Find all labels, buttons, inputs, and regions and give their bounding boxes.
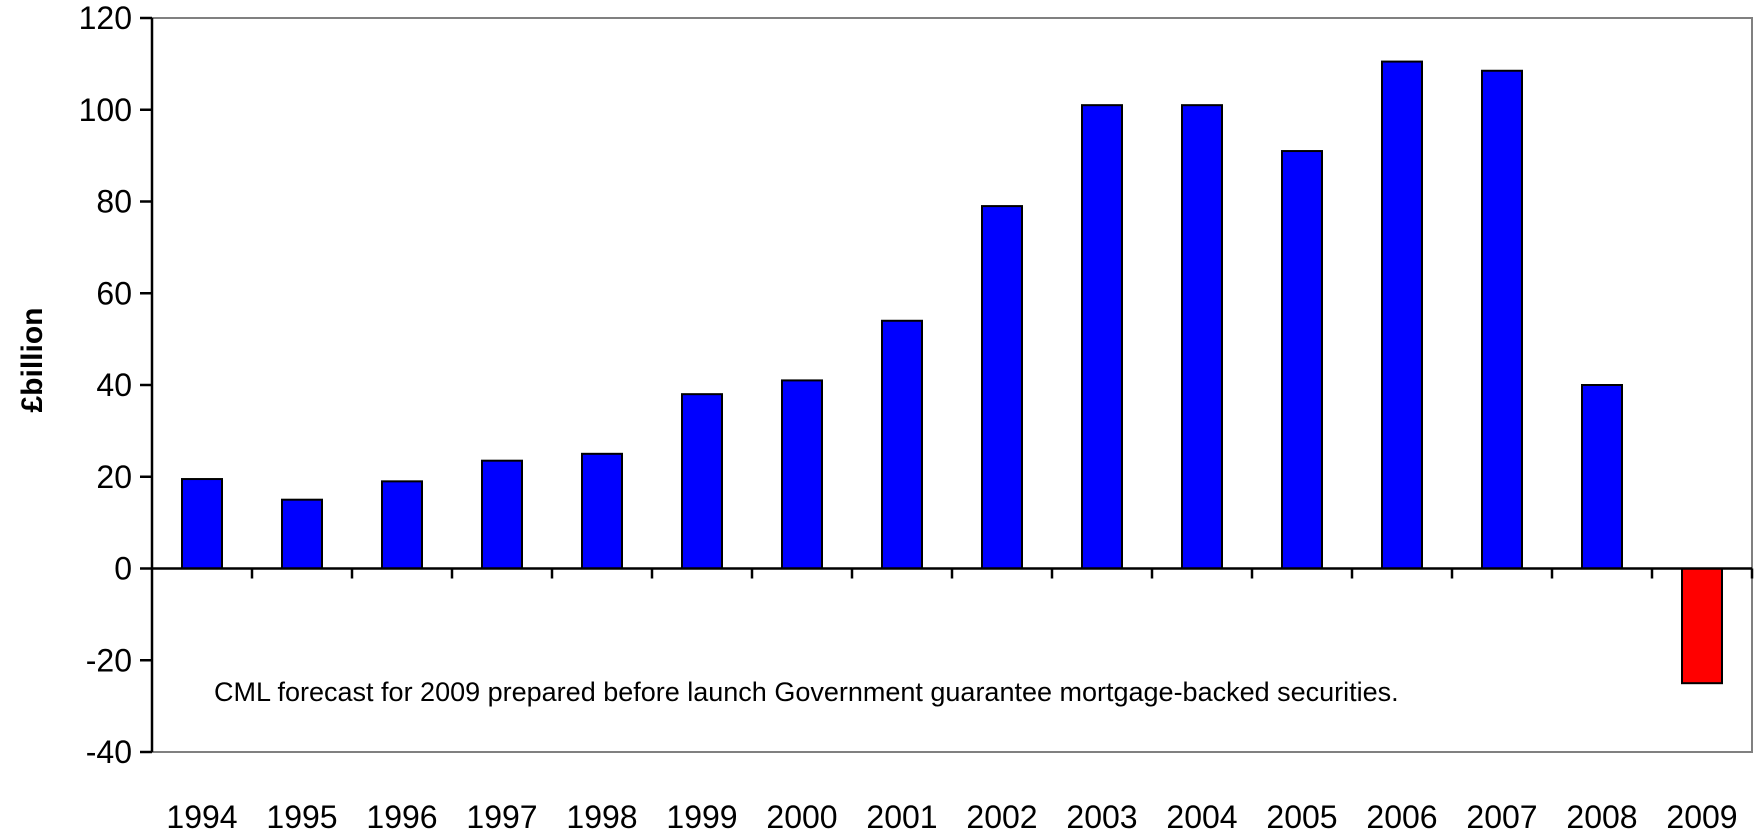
x-tick-label: 2000: [766, 799, 837, 835]
y-tick-label: 40: [96, 367, 132, 403]
x-tick-label: 2008: [1566, 799, 1637, 835]
y-tick-label: 60: [96, 275, 132, 311]
bar-2004: [1181, 104, 1223, 570]
y-tick-label: 80: [96, 184, 132, 220]
bar-1994: [181, 478, 223, 570]
bar-1998: [581, 452, 623, 570]
bar-2003: [1081, 104, 1123, 570]
y-tick-label: 120: [79, 0, 132, 36]
y-tick-label: -20: [86, 642, 132, 678]
x-tick-label: 1994: [166, 799, 237, 835]
bar-2001: [881, 319, 923, 570]
x-tick-label: 2007: [1466, 799, 1537, 835]
chart-annotation: CML forecast for 2009 prepared before la…: [214, 677, 1399, 707]
bar-2000: [781, 379, 823, 570]
x-tick-label: 1995: [266, 799, 337, 835]
x-tick-label: 1996: [366, 799, 437, 835]
x-tick-labels: 1994 1995 1996 1997 1998 1999 2000 2001 2002 2003…: [166, 799, 1737, 835]
bar-2006: [1381, 60, 1423, 570]
bar-1996: [381, 480, 423, 570]
x-tick-label: 2005: [1266, 799, 1337, 835]
y-tick-labels: -40 -20 0 20 40 60 80 100 120: [79, 0, 132, 770]
y-axis-label: £billion: [16, 308, 49, 413]
bar-1995: [281, 498, 323, 570]
x-tick-label: 2004: [1166, 799, 1237, 835]
y-tick-label: 100: [79, 92, 132, 128]
bar-1999: [681, 393, 723, 570]
y-tick-label: 0: [114, 551, 132, 587]
bar-2009: [1681, 567, 1723, 685]
x-tick-label: 2001: [866, 799, 937, 835]
bar-2008: [1581, 384, 1623, 570]
y-tick-label: 20: [96, 459, 132, 495]
x-tick-label: 1998: [566, 799, 637, 835]
x-tick-label: 1999: [666, 799, 737, 835]
bars-group: [181, 60, 1723, 685]
bar-2005: [1281, 150, 1323, 570]
bar-2002: [981, 205, 1023, 570]
x-tick-label: 2002: [966, 799, 1037, 835]
axes-group: [140, 16, 1754, 754]
x-tick-label: 2006: [1366, 799, 1437, 835]
x-tick-label: 1997: [466, 799, 537, 835]
x-tick-label: 2009: [1666, 799, 1737, 835]
x-tick-label: 2003: [1066, 799, 1137, 835]
y-tick-label: -40: [86, 734, 132, 770]
bar-1997: [481, 459, 523, 570]
bar-2007: [1481, 69, 1523, 570]
